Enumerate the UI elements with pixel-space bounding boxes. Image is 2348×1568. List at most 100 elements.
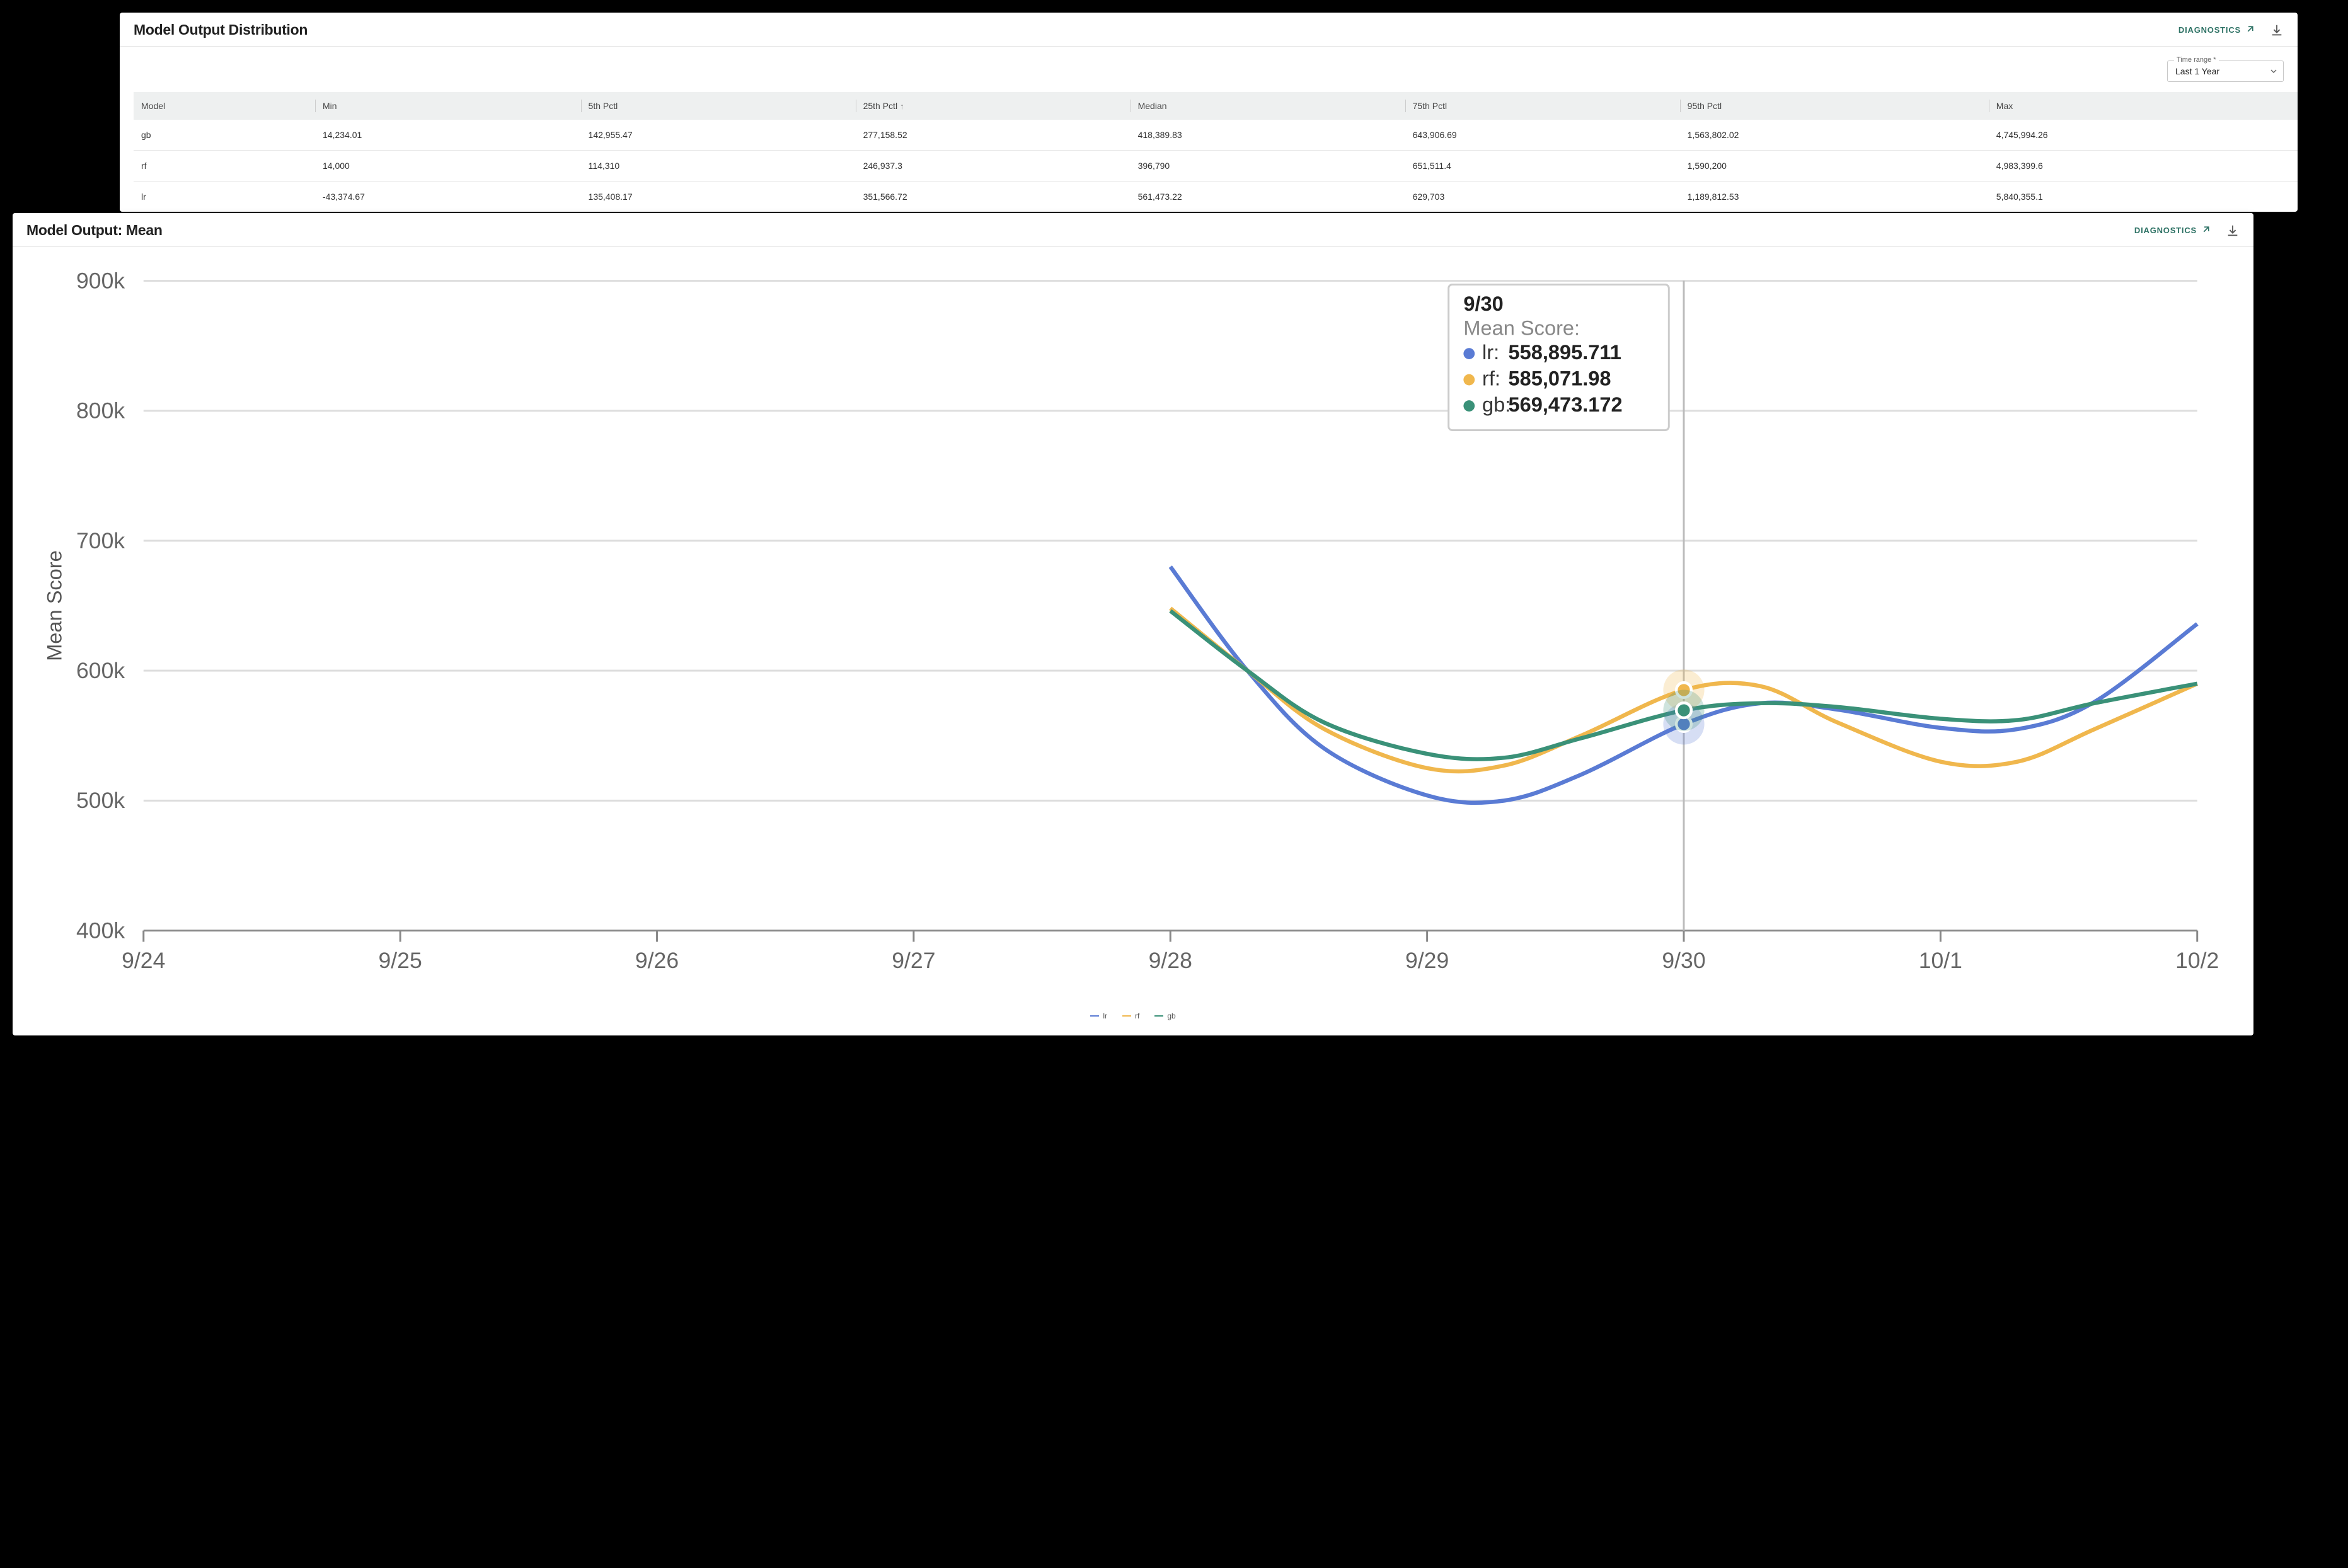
table-cell: 14,000 [315,151,581,182]
column-header[interactable]: Min [315,92,581,120]
controls-row: Time range * Last 1 Year [120,47,2298,92]
time-range-label: Time range * [2174,56,2219,64]
column-header[interactable]: 25th Pctl↑ [856,92,1131,120]
svg-text:585,071.98: 585,071.98 [1509,367,1611,389]
table-cell: 142,955.47 [581,120,856,151]
column-header[interactable]: 75th Pctl [1405,92,1680,120]
svg-text:600k: 600k [76,658,125,683]
table-cell: 135,408.17 [581,182,856,212]
svg-text:9/30: 9/30 [1662,948,1705,973]
legend-swatch [1122,1015,1131,1017]
table-body: gb14,234.01142,955.47277,158.52418,389.8… [134,120,2298,212]
chevron-down-icon [2270,66,2277,76]
svg-text:Mean Score: Mean Score [43,550,66,661]
column-header-label: 5th Pctl [589,101,618,111]
column-header-label: Median [1138,101,1167,111]
table-cell: 418,389.83 [1131,120,1405,151]
table-cell: 4,745,994.26 [1989,120,2298,151]
mean-chart: 400k500k600k700k800k900k9/249/259/269/27… [13,247,2253,1023]
panel-header: Model Output: Mean DIAGNOSTICS [13,213,2253,247]
panel-title: Model Output: Mean [26,222,163,239]
diagnostics-label: DIAGNOSTICS [2178,25,2241,35]
legend-item[interactable]: rf [1122,1012,1139,1020]
svg-text:10/1: 10/1 [1919,948,1962,973]
column-header[interactable]: Model [134,92,315,120]
table-cell: 114,310 [581,151,856,182]
table-head: Model Min 5th Pctl 25th Pctl↑ Median 75th Pct… [134,92,2298,120]
table-cell: 14,234.01 [315,120,581,151]
legend-item[interactable]: gb [1154,1012,1175,1020]
svg-text:9/24: 9/24 [122,948,165,973]
time-range-select[interactable]: Time range * Last 1 Year [2167,61,2284,82]
legend-swatch [1090,1015,1099,1017]
svg-text:9/29: 9/29 [1405,948,1449,973]
svg-text:9/30: 9/30 [1463,292,1503,315]
model-output-distribution-panel: Model Output Distribution DIAGNOSTICS Ti… [120,13,2298,212]
svg-text:800k: 800k [76,398,125,424]
model-output-mean-panel: Model Output: Mean DIAGNOSTICS 400k 500k 6… [13,213,2253,1035]
svg-text:lr:: lr: [1482,341,1499,364]
column-header-label: 75th Pctl [1413,101,1447,111]
download-icon[interactable] [2226,224,2240,238]
table-cell: rf [134,151,315,182]
panel-header: Model Output Distribution DIAGNOSTICS [120,13,2298,47]
table-cell: 1,189,812.53 [1680,182,1989,212]
panel-actions: DIAGNOSTICS [2134,224,2240,238]
column-header[interactable]: Max [1989,92,2298,120]
table-cell: 643,906.69 [1405,120,1680,151]
column-header-label: 95th Pctl [1688,101,1722,111]
column-header-label: Max [1996,101,2013,111]
svg-text:500k: 500k [76,788,125,813]
panel-actions: DIAGNOSTICS [2178,23,2284,37]
panel-title: Model Output Distribution [134,21,308,38]
table-cell: gb [134,120,315,151]
time-range-value: Last 1 Year [2175,66,2219,76]
distribution-table: Model Min 5th Pctl 25th Pctl↑ Median 75th Pct… [134,92,2298,212]
column-header[interactable]: Median [1131,92,1405,120]
table-cell: 4,983,399.6 [1989,151,2298,182]
legend-item[interactable]: lr [1090,1012,1107,1020]
svg-text:Mean Score:: Mean Score: [1463,316,1580,339]
external-link-icon [2245,23,2256,37]
table-cell: 246,937.3 [856,151,1131,182]
table-cell: 561,473.22 [1131,182,1405,212]
diagnostics-label: DIAGNOSTICS [2134,226,2197,235]
download-icon[interactable] [2270,23,2284,37]
column-header-label: Min [323,101,337,111]
svg-text:700k: 700k [76,528,125,553]
diagnostics-link[interactable]: DIAGNOSTICS [2134,224,2212,237]
legend-label: rf [1135,1012,1139,1020]
table-cell: 351,566.72 [856,182,1131,212]
sort-arrow-icon: ↑ [900,101,904,111]
table-cell: -43,374.67 [315,182,581,212]
svg-text:10/2: 10/2 [2175,948,2219,973]
svg-text:558,895.711: 558,895.711 [1509,341,1621,364]
svg-text:9/28: 9/28 [1149,948,1192,973]
column-header-label: Model [141,101,165,111]
chart-legend: lr rf gb [32,1005,2235,1023]
table-row[interactable]: rf14,000114,310246,937.3396,790651,511.4… [134,151,2298,182]
legend-label: gb [1167,1012,1175,1020]
legend-swatch [1154,1015,1163,1017]
chart-svg: 400k500k600k700k800k900k9/249/259/269/27… [32,258,2235,1005]
table-row[interactable]: lr-43,374.67135,408.17351,566.72561,473.… [134,182,2298,212]
table-cell: 1,563,802.02 [1680,120,1989,151]
svg-text:569,473.172: 569,473.172 [1509,393,1623,416]
table-row[interactable]: gb14,234.01142,955.47277,158.52418,389.8… [134,120,2298,151]
svg-text:900k: 900k [76,268,125,293]
svg-text:gb:: gb: [1482,393,1511,416]
svg-text:9/25: 9/25 [379,948,422,973]
column-header[interactable]: 5th Pctl [581,92,856,120]
table-cell: 629,703 [1405,182,1680,212]
table-cell: lr [134,182,315,212]
column-header[interactable]: 95th Pctl [1680,92,1989,120]
external-link-icon [2201,224,2212,237]
table-cell: 1,590,200 [1680,151,1989,182]
svg-text:rf:: rf: [1482,367,1500,389]
table-cell: 651,511.4 [1405,151,1680,182]
svg-text:400k: 400k [76,918,125,943]
table-cell: 5,840,355.1 [1989,182,2298,212]
diagnostics-link[interactable]: DIAGNOSTICS [2178,23,2256,37]
column-header-label: 25th Pctl [863,101,897,111]
svg-text:9/27: 9/27 [892,948,935,973]
